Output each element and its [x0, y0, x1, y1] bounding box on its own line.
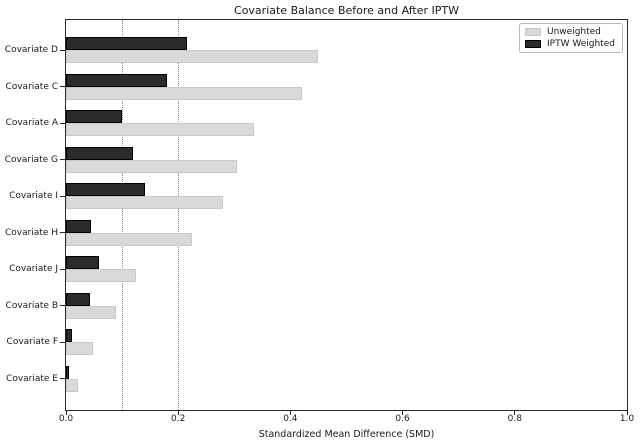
xtick-mark-0.8: [514, 411, 516, 415]
xtick-mark-0.4: [289, 411, 291, 415]
bar-iptw-weighted-covariate-h: [66, 219, 91, 233]
bar-unweighted-covariate-c: [66, 86, 302, 100]
xtick-label-0.6: 0.6: [395, 414, 410, 424]
legend-label-iptw-weighted: IPTW Weighted: [547, 39, 615, 49]
ytick-label-covariate-d: Covariate D: [4, 45, 58, 55]
reference-line-0.2: [177, 20, 179, 410]
plot-area: [65, 19, 628, 411]
reference-line-0.1: [121, 20, 123, 410]
xtick-label-0.0: 0.0: [58, 414, 74, 424]
bar-iptw-weighted-covariate-f: [66, 329, 72, 343]
xtick-mark-0.6: [402, 411, 404, 415]
ytick-mark-covariate-f: [60, 341, 65, 343]
legend-item-iptw-weighted: IPTW Weighted: [525, 39, 617, 49]
bar-unweighted-covariate-g: [66, 159, 238, 173]
ytick-mark-covariate-b: [60, 305, 65, 307]
bar-unweighted-covariate-b: [66, 305, 117, 319]
bar-iptw-weighted-covariate-e: [66, 365, 69, 379]
bar-unweighted-covariate-d: [66, 50, 319, 63]
legend-swatch-unweighted: [525, 28, 541, 36]
bar-unweighted-covariate-j: [66, 269, 137, 283]
ytick-mark-covariate-j: [60, 268, 65, 270]
chart-title: Covariate Balance Before and After IPTW: [234, 4, 459, 17]
ytick-label-covariate-f: Covariate F: [6, 337, 58, 348]
bar-iptw-weighted-covariate-a: [66, 110, 123, 124]
xtick-label-1.0: 1.0: [619, 414, 635, 424]
ytick-label-covariate-g: Covariate G: [4, 154, 58, 165]
bar-unweighted-covariate-e: [66, 378, 79, 392]
bar-iptw-weighted-covariate-j: [66, 256, 99, 270]
xtick-label-0.4: 0.4: [283, 414, 298, 424]
ytick-mark-covariate-g: [60, 159, 65, 161]
bar-iptw-weighted-covariate-c: [66, 73, 167, 87]
x-axis-label: Standardized Mean Difference (SMD): [258, 429, 435, 440]
legend: Unweighted IPTW Weighted: [519, 23, 623, 53]
ytick-mark-covariate-a: [60, 122, 65, 124]
bar-iptw-weighted-covariate-i: [66, 183, 145, 197]
ytick-label-covariate-a: Covariate A: [5, 118, 58, 129]
ytick-mark-covariate-d: [60, 49, 65, 51]
ytick-label-covariate-c: Covariate C: [5, 81, 58, 92]
ytick-label-covariate-e: Covariate E: [6, 373, 58, 384]
xtick-label-0.2: 0.2: [171, 414, 186, 424]
ytick-mark-covariate-h: [60, 232, 65, 234]
bar-iptw-weighted-covariate-b: [66, 292, 90, 306]
ytick-label-covariate-h: Covariate H: [4, 227, 58, 238]
bar-unweighted-covariate-f: [66, 342, 93, 356]
ytick-mark-covariate-c: [60, 86, 65, 88]
ytick-mark-covariate-e: [60, 378, 65, 380]
legend-label-unweighted: Unweighted: [547, 27, 601, 37]
bar-unweighted-covariate-a: [66, 123, 254, 137]
xtick-label-0.8: 0.8: [507, 414, 522, 424]
bar-unweighted-covariate-i: [66, 196, 224, 210]
ytick-label-covariate-i: Covariate I: [9, 191, 58, 202]
legend-swatch-iptw-weighted: [525, 40, 541, 48]
bar-iptw-weighted-covariate-d: [66, 37, 187, 50]
xtick-mark-0.2: [177, 411, 179, 415]
legend-item-unweighted: Unweighted: [525, 27, 617, 37]
ytick-label-covariate-b: Covariate B: [5, 300, 58, 311]
xtick-mark-0.0: [65, 411, 67, 415]
bar-iptw-weighted-covariate-g: [66, 146, 134, 160]
ytick-mark-covariate-i: [60, 195, 65, 197]
bar-unweighted-covariate-h: [66, 232, 193, 246]
ytick-label-covariate-j: Covariate J: [9, 264, 58, 275]
xtick-mark-1.0: [626, 411, 628, 415]
